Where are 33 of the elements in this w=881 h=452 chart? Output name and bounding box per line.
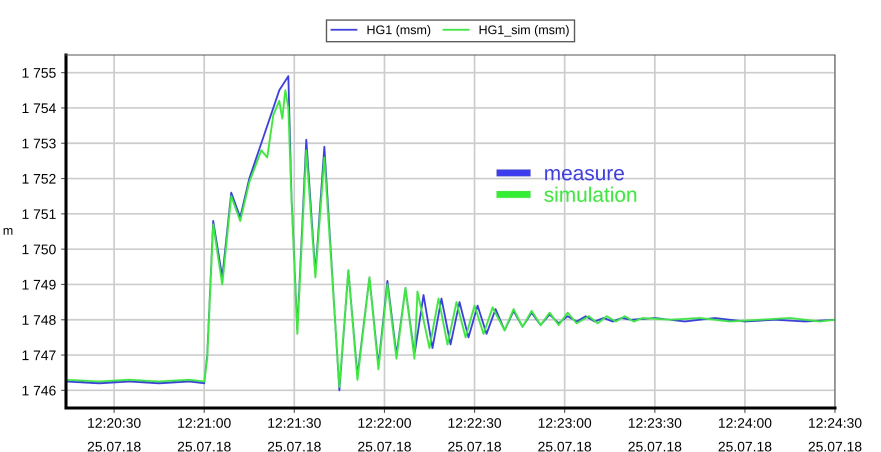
x-tick-label: 12:21:30 xyxy=(268,418,321,428)
text: 25.07.18 xyxy=(88,442,141,452)
x-tick-label: 12:21:00 xyxy=(178,418,231,428)
annotation: simulation xyxy=(544,186,636,202)
x-tick-label: 12:24:30 xyxy=(809,418,862,428)
text: 25.07.18 xyxy=(358,442,411,452)
x-tick-label: 12:23:00 xyxy=(538,418,592,428)
text: 25.07.18 xyxy=(538,442,592,452)
text: 25.07.18 xyxy=(178,442,231,452)
y-axis-title: m xyxy=(4,228,12,235)
y-tick-label: 1 750 xyxy=(22,244,56,254)
legend-label: HG1_sim (msm) xyxy=(480,25,569,37)
legend-label: HG1 (msm) xyxy=(368,25,430,37)
x-tick-label: 12:20:30 xyxy=(88,418,141,428)
text: 25.07.18 xyxy=(448,442,501,452)
text: 25.07.18 xyxy=(718,442,772,452)
y-tick-label: 1 755 xyxy=(22,68,56,78)
y-tick-label: 1 754 xyxy=(22,103,56,114)
text: 25.07.18 xyxy=(628,442,682,452)
y-tick-label: 1 753 xyxy=(22,138,56,148)
y-tick-label: 1 746 xyxy=(22,386,56,396)
y-tick-label: 1 749 xyxy=(22,280,56,290)
x-tick-label: 12:24:00 xyxy=(718,418,772,428)
x-tick-label: 12:22:30 xyxy=(448,418,502,428)
y-tick-label: 1 748 xyxy=(22,315,56,325)
annotation: measure xyxy=(545,169,624,180)
y-tick-label: 1 752 xyxy=(22,174,56,184)
x-tick-label: 12:22:00 xyxy=(358,418,411,428)
x-tick-label: 12:23:30 xyxy=(628,418,682,428)
y-tick-label: 1 747 xyxy=(22,350,56,360)
text: 25.07.18 xyxy=(808,442,862,452)
text: 25.07.18 xyxy=(268,442,321,452)
y-tick-label: 1 751 xyxy=(22,209,56,220)
